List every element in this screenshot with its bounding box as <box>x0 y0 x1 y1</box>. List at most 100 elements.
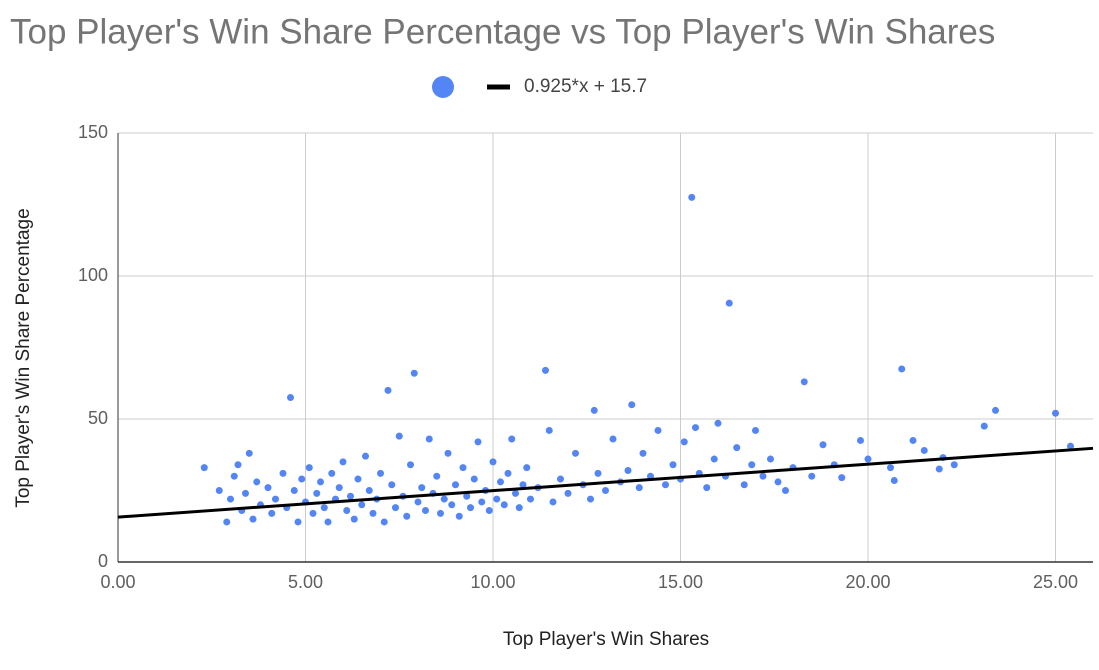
point <box>800 378 808 386</box>
point <box>890 476 898 484</box>
point <box>587 495 594 503</box>
point <box>628 401 636 409</box>
point <box>215 487 223 494</box>
point <box>887 464 894 472</box>
point <box>272 495 279 503</box>
point <box>384 386 392 394</box>
point <box>662 481 669 489</box>
point <box>752 426 759 434</box>
point <box>395 432 403 440</box>
point <box>992 406 999 414</box>
point <box>920 446 928 454</box>
point <box>253 478 261 486</box>
point <box>639 449 647 457</box>
point <box>444 449 452 457</box>
point <box>388 481 396 489</box>
point <box>230 472 238 480</box>
point <box>309 509 317 517</box>
point <box>1067 442 1074 450</box>
point <box>343 507 351 515</box>
point <box>714 419 722 427</box>
point <box>317 478 324 486</box>
point <box>418 484 426 492</box>
point <box>335 484 343 492</box>
point <box>542 366 549 374</box>
point <box>347 492 354 500</box>
point <box>448 501 456 509</box>
point <box>392 504 399 512</box>
x-tick-label: 5.00 <box>288 572 323 592</box>
x-axis-title: Top Player's Win Shares <box>503 629 709 650</box>
point <box>767 455 774 463</box>
point <box>703 484 711 492</box>
point <box>669 461 677 469</box>
point <box>377 469 384 477</box>
point <box>864 455 872 463</box>
point <box>980 422 988 430</box>
point <box>410 369 418 377</box>
point <box>950 461 958 469</box>
y-tick-label: 0 <box>98 551 108 571</box>
point <box>857 436 864 444</box>
point <box>350 515 358 523</box>
point <box>365 487 373 494</box>
x-tick-label: 25.00 <box>1033 572 1078 592</box>
point <box>474 438 482 446</box>
point <box>294 518 302 526</box>
point <box>759 472 767 480</box>
x-tick-label: 20.00 <box>845 572 890 592</box>
point <box>489 458 497 466</box>
y-tick-label: 150 <box>78 122 108 142</box>
point <box>909 436 917 444</box>
point <box>504 469 512 477</box>
point <box>493 495 501 503</box>
point <box>298 475 306 483</box>
point <box>470 475 478 483</box>
x-tick-label: 0.00 <box>100 572 135 592</box>
point <box>692 424 699 432</box>
point <box>422 507 429 515</box>
point <box>249 515 257 523</box>
point <box>328 469 336 477</box>
point <box>200 464 208 472</box>
point <box>545 426 553 434</box>
point <box>407 461 414 469</box>
chart-title: Top Player's Win Share Percentage vs Top… <box>10 12 995 51</box>
point <box>478 498 486 506</box>
point <box>268 509 276 517</box>
point <box>1052 409 1059 417</box>
legend-label: 0.925*x + 15.7 <box>524 76 647 97</box>
point <box>654 426 662 434</box>
point <box>527 495 534 503</box>
y-tick-label: 50 <box>88 408 108 428</box>
point <box>245 449 253 457</box>
point <box>455 512 463 520</box>
point <box>740 481 748 489</box>
point <box>234 461 242 469</box>
point <box>354 475 362 483</box>
point <box>313 489 321 497</box>
point <box>440 495 448 503</box>
point <box>688 193 696 201</box>
point <box>242 489 249 497</box>
point <box>557 475 564 483</box>
point <box>594 469 602 477</box>
point <box>564 489 572 497</box>
point <box>512 489 519 497</box>
trendline <box>117 446 1094 519</box>
point <box>774 478 782 486</box>
legend-marker <box>432 76 454 98</box>
point <box>523 464 531 472</box>
point <box>500 501 508 509</box>
point <box>710 455 718 463</box>
x-tick-label: 15.00 <box>658 572 703 592</box>
point <box>624 466 632 474</box>
point <box>437 509 444 517</box>
point <box>320 504 328 512</box>
point <box>358 501 366 509</box>
point <box>223 518 231 526</box>
point <box>290 487 298 494</box>
y-tick-label: 100 <box>78 265 108 285</box>
point <box>590 406 598 414</box>
x-tick-label: 10.00 <box>470 572 515 592</box>
